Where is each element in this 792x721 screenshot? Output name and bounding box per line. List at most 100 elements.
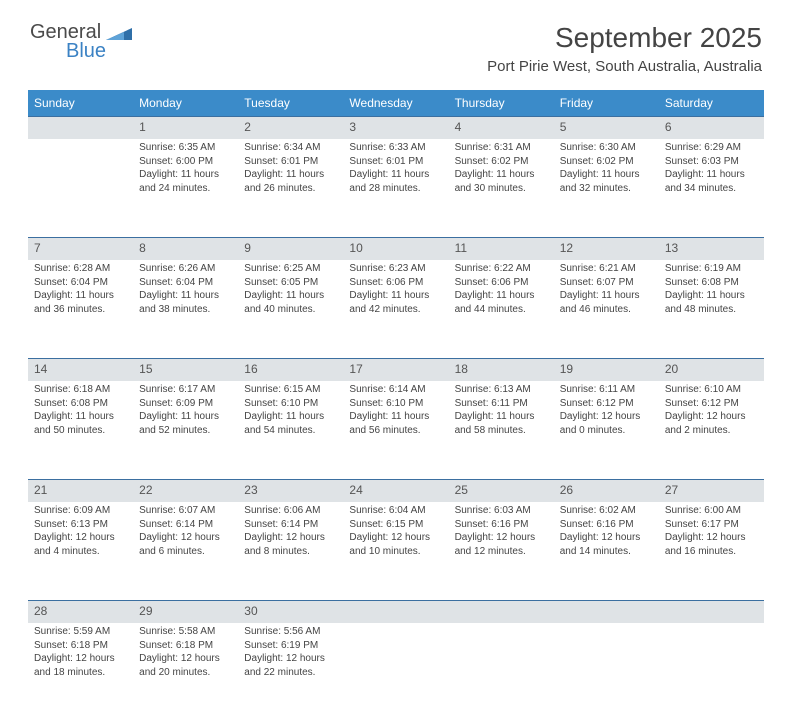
day-detail-line: Sunset: 6:04 PM [34,276,127,290]
day-detail-line: Daylight: 11 hours [349,289,442,303]
day-detail-cell: Sunrise: 6:29 AMSunset: 6:03 PMDaylight:… [659,139,764,238]
day-number-cell: 19 [554,359,659,382]
weekday-header: Thursday [449,90,554,117]
day-detail-line: and 44 minutes. [455,303,548,317]
day-detail-line: and 18 minutes. [34,666,127,680]
day-detail-line: Daylight: 12 hours [349,531,442,545]
day-detail-line: Sunrise: 6:02 AM [560,504,653,518]
day-detail-line: Daylight: 12 hours [34,652,127,666]
day-detail-line: Sunrise: 6:03 AM [455,504,548,518]
day-detail-line: and 42 minutes. [349,303,442,317]
day-detail-row: Sunrise: 5:59 AMSunset: 6:18 PMDaylight:… [28,623,764,721]
day-number-cell: 12 [554,238,659,261]
day-number-cell: 24 [343,480,448,503]
day-detail-line: Sunrise: 6:34 AM [244,141,337,155]
day-detail-cell: Sunrise: 5:59 AMSunset: 6:18 PMDaylight:… [28,623,133,721]
calendar-table: Sunday Monday Tuesday Wednesday Thursday… [28,90,764,721]
day-number-cell: 15 [133,359,238,382]
day-detail-line: Sunrise: 6:26 AM [139,262,232,276]
day-detail-cell: Sunrise: 6:17 AMSunset: 6:09 PMDaylight:… [133,381,238,480]
day-detail-line: and 50 minutes. [34,424,127,438]
day-detail-line: Sunset: 6:01 PM [349,155,442,169]
day-detail-line: Daylight: 11 hours [455,410,548,424]
day-detail-line: and 24 minutes. [139,182,232,196]
day-detail-cell: Sunrise: 6:14 AMSunset: 6:10 PMDaylight:… [343,381,448,480]
day-number-cell: 11 [449,238,554,261]
day-number-cell: 3 [343,117,448,140]
day-detail-cell: Sunrise: 6:34 AMSunset: 6:01 PMDaylight:… [238,139,343,238]
day-detail-line: Daylight: 12 hours [455,531,548,545]
day-detail-line: and 34 minutes. [665,182,758,196]
day-detail-line: Sunset: 6:06 PM [349,276,442,290]
day-detail-line: Daylight: 11 hours [349,168,442,182]
day-detail-line: Sunset: 6:15 PM [349,518,442,532]
day-detail-line: Daylight: 12 hours [244,531,337,545]
day-detail-line: Sunrise: 6:13 AM [455,383,548,397]
day-detail-cell: Sunrise: 5:58 AMSunset: 6:18 PMDaylight:… [133,623,238,721]
day-detail-line: and 36 minutes. [34,303,127,317]
day-detail-line: Sunset: 6:07 PM [560,276,653,290]
day-detail-line: Sunrise: 6:31 AM [455,141,548,155]
day-detail-line: Daylight: 11 hours [455,289,548,303]
day-detail-line: Sunrise: 6:17 AM [139,383,232,397]
calendar-body: 123456Sunrise: 6:35 AMSunset: 6:00 PMDay… [28,117,764,721]
day-detail-line: Sunset: 6:09 PM [139,397,232,411]
day-detail-cell: Sunrise: 6:19 AMSunset: 6:08 PMDaylight:… [659,260,764,359]
day-number-cell: 4 [449,117,554,140]
day-detail-line: Sunrise: 6:25 AM [244,262,337,276]
day-detail-line: Sunrise: 5:59 AM [34,625,127,639]
day-detail-line: and 8 minutes. [244,545,337,559]
day-detail-row: Sunrise: 6:09 AMSunset: 6:13 PMDaylight:… [28,502,764,601]
day-detail-line: Sunrise: 6:07 AM [139,504,232,518]
day-detail-line: and 28 minutes. [349,182,442,196]
day-detail-line: Sunset: 6:18 PM [34,639,127,653]
day-detail-line: Sunset: 6:10 PM [244,397,337,411]
weekday-header: Saturday [659,90,764,117]
day-detail-cell: Sunrise: 6:31 AMSunset: 6:02 PMDaylight:… [449,139,554,238]
day-detail-line: Daylight: 11 hours [665,168,758,182]
day-number-cell: 13 [659,238,764,261]
day-detail-line: Sunset: 6:10 PM [349,397,442,411]
day-detail-line: and 22 minutes. [244,666,337,680]
day-detail-line: Sunrise: 6:15 AM [244,383,337,397]
day-detail-line: Sunrise: 6:23 AM [349,262,442,276]
day-detail-cell: Sunrise: 6:04 AMSunset: 6:15 PMDaylight:… [343,502,448,601]
day-detail-line: and 40 minutes. [244,303,337,317]
day-number-cell: 26 [554,480,659,503]
day-detail-cell: Sunrise: 5:56 AMSunset: 6:19 PMDaylight:… [238,623,343,721]
day-number-cell: 9 [238,238,343,261]
day-detail-cell: Sunrise: 6:10 AMSunset: 6:12 PMDaylight:… [659,381,764,480]
weekday-header: Monday [133,90,238,117]
day-detail-line: and 54 minutes. [244,424,337,438]
day-detail-line: Sunset: 6:14 PM [139,518,232,532]
day-detail-cell: Sunrise: 6:22 AMSunset: 6:06 PMDaylight:… [449,260,554,359]
day-detail-line: and 2 minutes. [665,424,758,438]
day-detail-line: Sunset: 6:03 PM [665,155,758,169]
day-number-cell: 2 [238,117,343,140]
day-detail-line: Sunrise: 6:29 AM [665,141,758,155]
day-detail-row: Sunrise: 6:28 AMSunset: 6:04 PM Daylight:… [28,260,764,359]
day-detail-line: and 56 minutes. [349,424,442,438]
day-number-cell: 7 [28,238,133,261]
day-detail-cell: Sunrise: 6:26 AMSunset: 6:04 PMDaylight:… [133,260,238,359]
day-number-cell: 21 [28,480,133,503]
day-detail-cell: Sunrise: 6:28 AMSunset: 6:04 PMDaylight:… [28,260,133,359]
day-detail-line: and 32 minutes. [560,182,653,196]
day-number-row: 78910111213 [28,238,764,261]
day-detail-line: Daylight: 11 hours [455,168,548,182]
day-detail-line: Sunrise: 6:28 AM [34,262,127,276]
day-detail-line: Sunrise: 6:10 AM [665,383,758,397]
day-detail-line: Daylight: 12 hours [139,652,232,666]
day-detail-line: Daylight: 11 hours [244,410,337,424]
day-detail-line: Daylight: 12 hours [560,531,653,545]
day-detail-line: and 48 minutes. [665,303,758,317]
day-detail-row: Sunrise: 6:18 AMSunset: 6:08 PMDaylight:… [28,381,764,480]
day-detail-line: Daylight: 12 hours [665,531,758,545]
day-detail-line: Sunrise: 6:11 AM [560,383,653,397]
day-detail-line: Sunrise: 6:06 AM [244,504,337,518]
day-detail-line: Sunrise: 6:30 AM [560,141,653,155]
day-number-row: 14151617181920 [28,359,764,382]
day-detail-line: Sunrise: 6:21 AM [560,262,653,276]
day-detail-line: Daylight: 11 hours [139,289,232,303]
day-detail-cell: Sunrise: 6:06 AMSunset: 6:14 PMDaylight:… [238,502,343,601]
